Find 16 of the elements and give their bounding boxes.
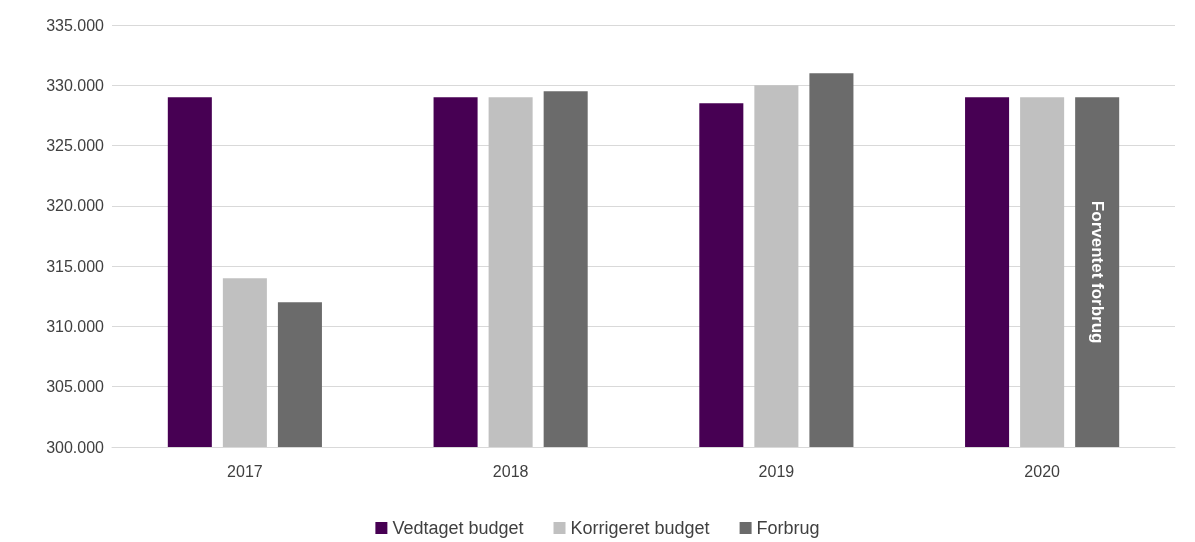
y-tick-label: 305.000 (46, 378, 105, 396)
legend-label: Korrigeret budget (570, 518, 710, 538)
y-tick-label: 320.000 (46, 197, 105, 215)
y-tick-label: 330.000 (46, 76, 105, 94)
annotation: Forventet forbrug (1087, 200, 1107, 344)
legend-label: Vedtaget budget (392, 518, 524, 538)
x-tick-label: 2018 (492, 462, 529, 480)
y-tick-label: 300.000 (46, 438, 105, 456)
x-tick-label: 2020 (1024, 462, 1061, 480)
y-tick-label: 325.000 (46, 137, 105, 155)
x-tick-label: 2019 (758, 462, 795, 480)
legend-label: Forbrug (756, 518, 820, 538)
y-tick-label: 315.000 (46, 257, 105, 275)
y-tick-label: 310.000 (46, 317, 105, 335)
y-tick-label: 335.000 (46, 16, 105, 34)
x-tick-label: 2017 (227, 462, 263, 480)
